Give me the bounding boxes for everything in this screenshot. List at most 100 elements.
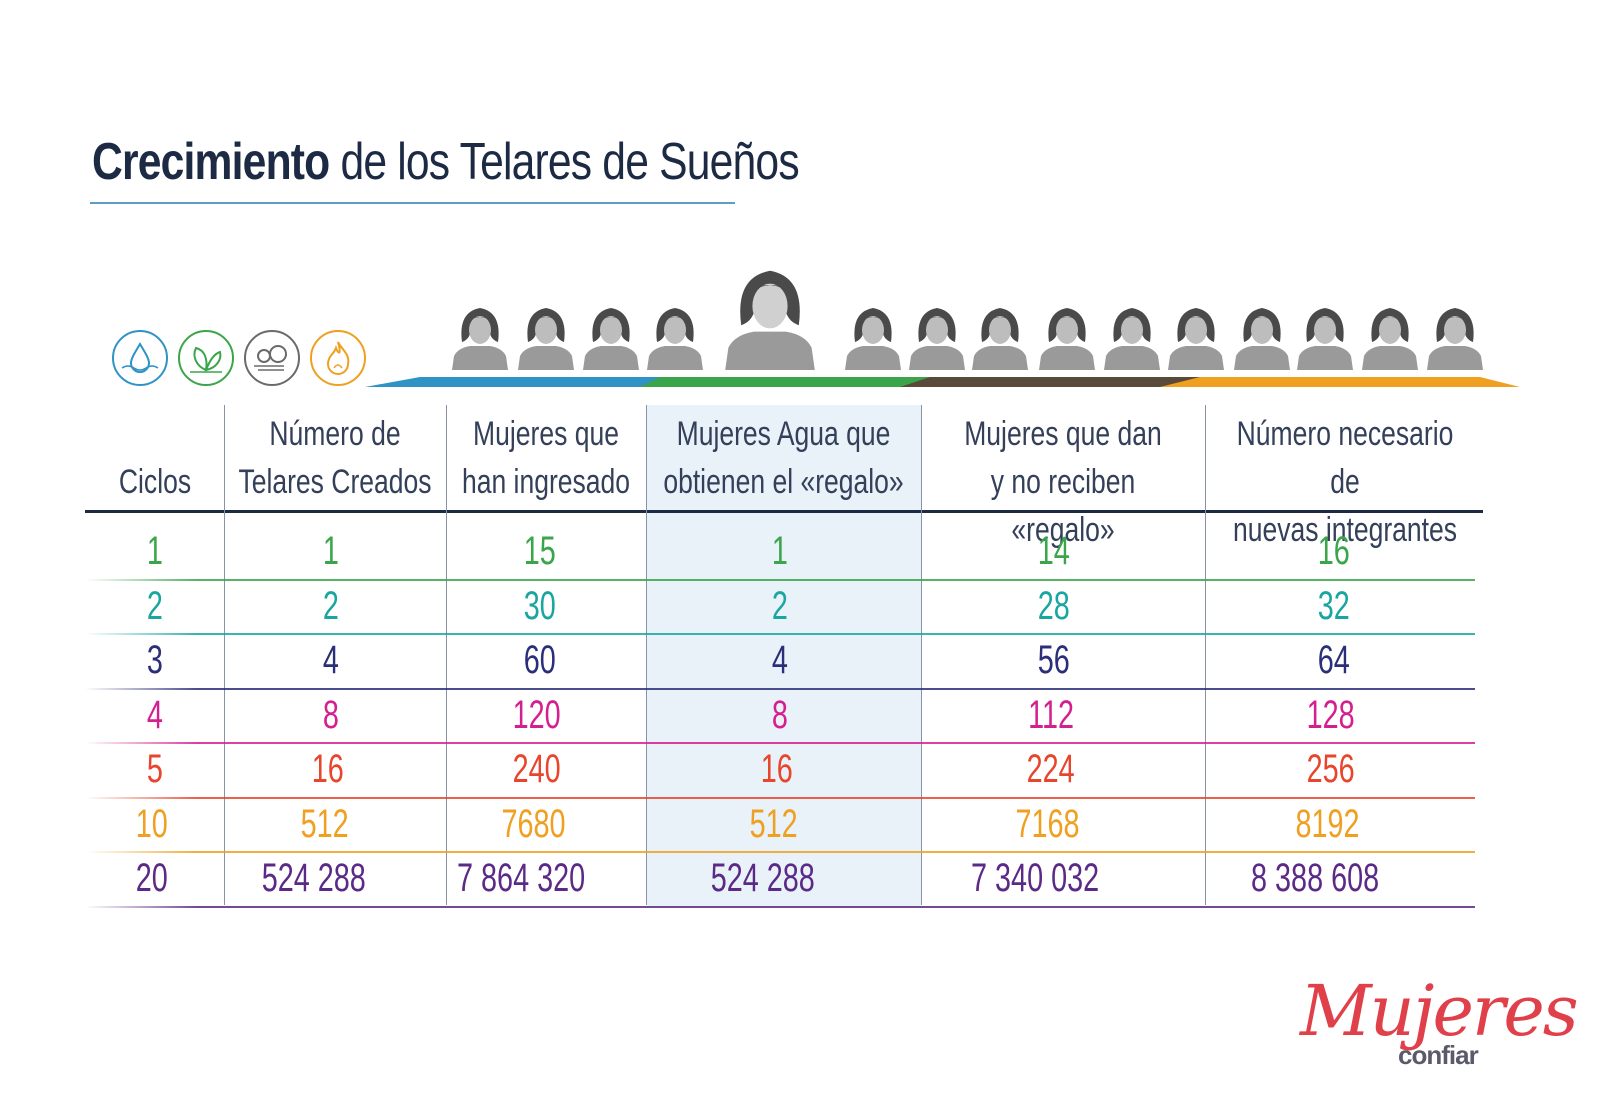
column-header: Mujeres Agua que obtienen el «regalo» xyxy=(661,410,907,506)
woman-figure xyxy=(1427,308,1483,370)
woman-figure xyxy=(518,308,574,370)
cell-value: 56 xyxy=(1037,638,1070,682)
mujeres-logo: Mujeres xyxy=(1300,970,1579,1052)
cell-value: 1 xyxy=(322,529,339,573)
central-woman-figure xyxy=(725,270,815,370)
cell-value: 240 xyxy=(512,747,561,791)
column-header-line: Mujeres que xyxy=(473,415,619,453)
woman-figure xyxy=(647,308,703,370)
title-bold: Crecimiento xyxy=(92,133,330,191)
cell-value: 2 xyxy=(146,583,163,628)
cell-value: 30 xyxy=(523,583,556,628)
column-header-line: y no reciben «regalo» xyxy=(990,463,1136,549)
water-band xyxy=(365,377,660,387)
cell-value: 4 xyxy=(322,638,339,682)
leaf-icon xyxy=(178,330,234,386)
cell-value: 16 xyxy=(1317,529,1350,573)
cell-value: 8 xyxy=(771,692,788,737)
row-divider xyxy=(85,687,1475,690)
row-divider xyxy=(85,742,1475,744)
column-header: Número de Telares Creados xyxy=(233,410,437,506)
cell-value: 3 xyxy=(146,638,163,682)
cell-value: 64 xyxy=(1317,638,1350,682)
women-illustration xyxy=(452,270,1483,370)
fire-icon xyxy=(310,330,366,386)
title-rest: de los Telares de Sueños xyxy=(340,133,799,191)
element-color-bands xyxy=(365,377,1520,387)
cell-value: 10 xyxy=(135,801,168,846)
column-header-line: Ciclos xyxy=(118,463,192,501)
title-underline xyxy=(90,202,735,204)
woman-figure xyxy=(1362,308,1418,370)
cell-value: 32 xyxy=(1317,583,1350,628)
woman-figure xyxy=(583,308,639,370)
column-header: Ciclos xyxy=(85,458,225,506)
row-divider xyxy=(85,578,1475,581)
column-divider xyxy=(1205,405,1206,905)
column-header-line: Mujeres que dan xyxy=(964,415,1162,453)
woman-figure xyxy=(909,308,965,370)
cell-value: 7 340 032 xyxy=(971,856,1100,900)
column-header-line: Número necesario de xyxy=(1236,415,1454,501)
row-divider xyxy=(85,851,1475,853)
cell-value: 256 xyxy=(1306,747,1355,791)
cell-value: 524 288 xyxy=(710,856,815,900)
cell-value: 8 388 608 xyxy=(1251,856,1380,900)
cell-value: 28 xyxy=(1037,583,1070,628)
cell-value: 5 xyxy=(146,747,163,791)
woman-figure xyxy=(972,308,1028,370)
cell-value: 15 xyxy=(523,529,556,573)
cell-value: 4 xyxy=(146,692,163,737)
wind-icon xyxy=(244,330,300,386)
column-header-line: Número de xyxy=(269,415,401,453)
water-drop-icon xyxy=(112,330,168,386)
column-divider xyxy=(921,405,922,905)
column-header: Número necesario de nuevas integrantes xyxy=(1220,410,1470,554)
column-divider xyxy=(646,405,647,905)
cell-value: 524 288 xyxy=(261,856,366,900)
cell-value: 7168 xyxy=(1015,801,1080,846)
cell-value: 112 xyxy=(1028,692,1075,737)
cell-value: 128 xyxy=(1306,692,1355,737)
column-header: Mujeres que dan y no reciben «regalo» xyxy=(937,410,1190,554)
cell-value: 224 xyxy=(1026,747,1075,791)
header-rule xyxy=(85,510,1483,513)
woman-figure xyxy=(1039,308,1095,370)
column-header-line: han ingresado xyxy=(461,463,631,501)
row-divider xyxy=(85,796,1475,799)
cell-value: 512 xyxy=(749,801,798,846)
cell-value: 4 xyxy=(771,638,788,682)
cell-value: 8192 xyxy=(1295,801,1360,846)
column-header: Mujeres que han ingresado xyxy=(452,410,639,506)
cell-value: 14 xyxy=(1037,529,1070,573)
fire-band xyxy=(1160,377,1520,387)
highlight-column xyxy=(647,405,921,907)
cell-value: 16 xyxy=(311,747,344,791)
woman-figure xyxy=(1168,308,1224,370)
column-divider xyxy=(446,405,447,905)
column-header-line: Mujeres Agua que xyxy=(676,415,891,453)
cell-value: 60 xyxy=(523,638,556,682)
cell-value: 120 xyxy=(512,692,561,737)
cell-value: 16 xyxy=(760,747,793,791)
column-header-line: Telares Creados xyxy=(238,463,432,501)
cell-value: 7680 xyxy=(501,801,566,846)
cell-value: 8 xyxy=(322,692,339,737)
row-divider xyxy=(85,633,1475,635)
woman-figure xyxy=(845,308,901,370)
cell-value: 512 xyxy=(300,801,349,846)
earth-band xyxy=(640,377,930,387)
row-divider xyxy=(85,905,1475,908)
cell-value: 20 xyxy=(135,856,168,900)
cell-value: 2 xyxy=(322,583,339,628)
confiar-logo: confiar xyxy=(1398,1040,1479,1070)
woman-figure xyxy=(1297,308,1353,370)
cell-value: 1 xyxy=(146,529,163,573)
air-band xyxy=(900,377,1200,387)
column-header-line: nuevas integrantes xyxy=(1232,511,1458,549)
woman-figure xyxy=(452,308,508,370)
cell-value: 1 xyxy=(771,529,788,573)
cell-value: 2 xyxy=(771,583,788,628)
woman-figure xyxy=(1104,308,1160,370)
column-header-line: obtienen el «regalo» xyxy=(663,463,904,501)
